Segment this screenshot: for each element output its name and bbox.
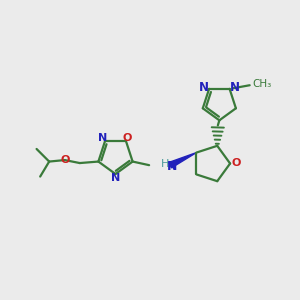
Text: N: N <box>199 81 209 94</box>
Text: O: O <box>60 155 70 165</box>
Text: N: N <box>111 173 120 183</box>
Text: N: N <box>167 160 177 173</box>
Text: H: H <box>160 159 169 169</box>
Text: N: N <box>230 81 239 94</box>
Text: N: N <box>98 134 107 143</box>
Text: O: O <box>123 133 132 143</box>
Text: CH₃: CH₃ <box>253 79 272 89</box>
Polygon shape <box>169 153 196 168</box>
Text: O: O <box>231 158 241 168</box>
